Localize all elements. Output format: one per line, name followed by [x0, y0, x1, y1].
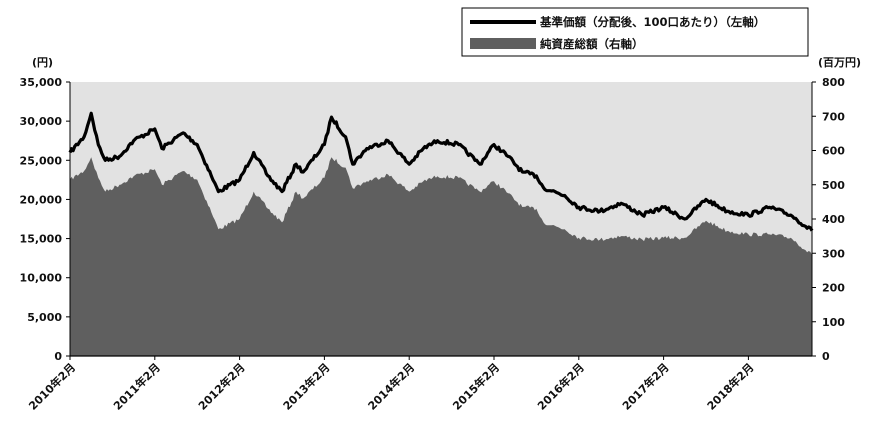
x-axis-ticks: 2010年2月 2011年2月 2012年2月 2013年2月 2014年2月 2015年… [26, 356, 757, 413]
legend-label-total-assets: 純資産総額（右軸） [540, 37, 644, 51]
x-tick-label: 2013年2月 [280, 360, 333, 413]
left-axis-ticks: 35,000 30,000 25,000 20,000 15,000 10,000 5,00… [20, 76, 70, 363]
left-tick-label: 15,000 [20, 233, 63, 246]
left-tick-label: 25,000 [20, 154, 63, 167]
right-axis-unit: (百万円) [818, 56, 861, 69]
nav-line [68, 111, 814, 232]
x-tick-label: 2015年2月 [450, 360, 503, 413]
x-tick-label: 2012年2月 [195, 360, 248, 413]
right-tick-label: 700 [822, 110, 845, 123]
right-tick-label: 200 [822, 282, 845, 295]
right-tick-label: 400 [822, 213, 845, 226]
right-tick-label: 500 [822, 179, 845, 192]
x-tick-label: 2018年2月 [704, 360, 757, 413]
x-tick-label: 2010年2月 [26, 360, 79, 413]
x-tick-label: 2014年2月 [365, 360, 418, 413]
left-tick-label: 20,000 [20, 193, 63, 206]
left-tick-label: 5,000 [27, 311, 62, 324]
right-tick-label: 300 [822, 247, 845, 260]
right-axis-ticks: 800 700 600 500 400 300 200 100 0 [812, 76, 845, 363]
x-tick-label: 2017年2月 [619, 360, 672, 413]
left-tick-label: 0 [54, 350, 62, 363]
right-tick-label: 800 [822, 76, 845, 89]
right-tick-label: 600 [822, 145, 845, 158]
legend-label-nav: 基準価額（分配後、100口あたり）（左軸） [539, 15, 765, 29]
left-axis-unit: (円) [32, 56, 53, 69]
x-tick-label: 2011年2月 [110, 360, 163, 413]
left-tick-label: 35,000 [20, 76, 63, 89]
legend: 基準価額（分配後、100口あたり）（左軸） 純資産総額（右軸） [461, 7, 809, 57]
legend-area-swatch [470, 38, 536, 49]
total-net-assets-area [70, 157, 812, 356]
right-tick-label: 100 [822, 316, 845, 329]
x-tick-label: 2016年2月 [534, 360, 587, 413]
right-tick-label: 0 [822, 350, 830, 363]
plot-area [68, 82, 814, 357]
left-tick-label: 30,000 [20, 115, 63, 128]
left-tick-label: 10,000 [20, 272, 63, 285]
